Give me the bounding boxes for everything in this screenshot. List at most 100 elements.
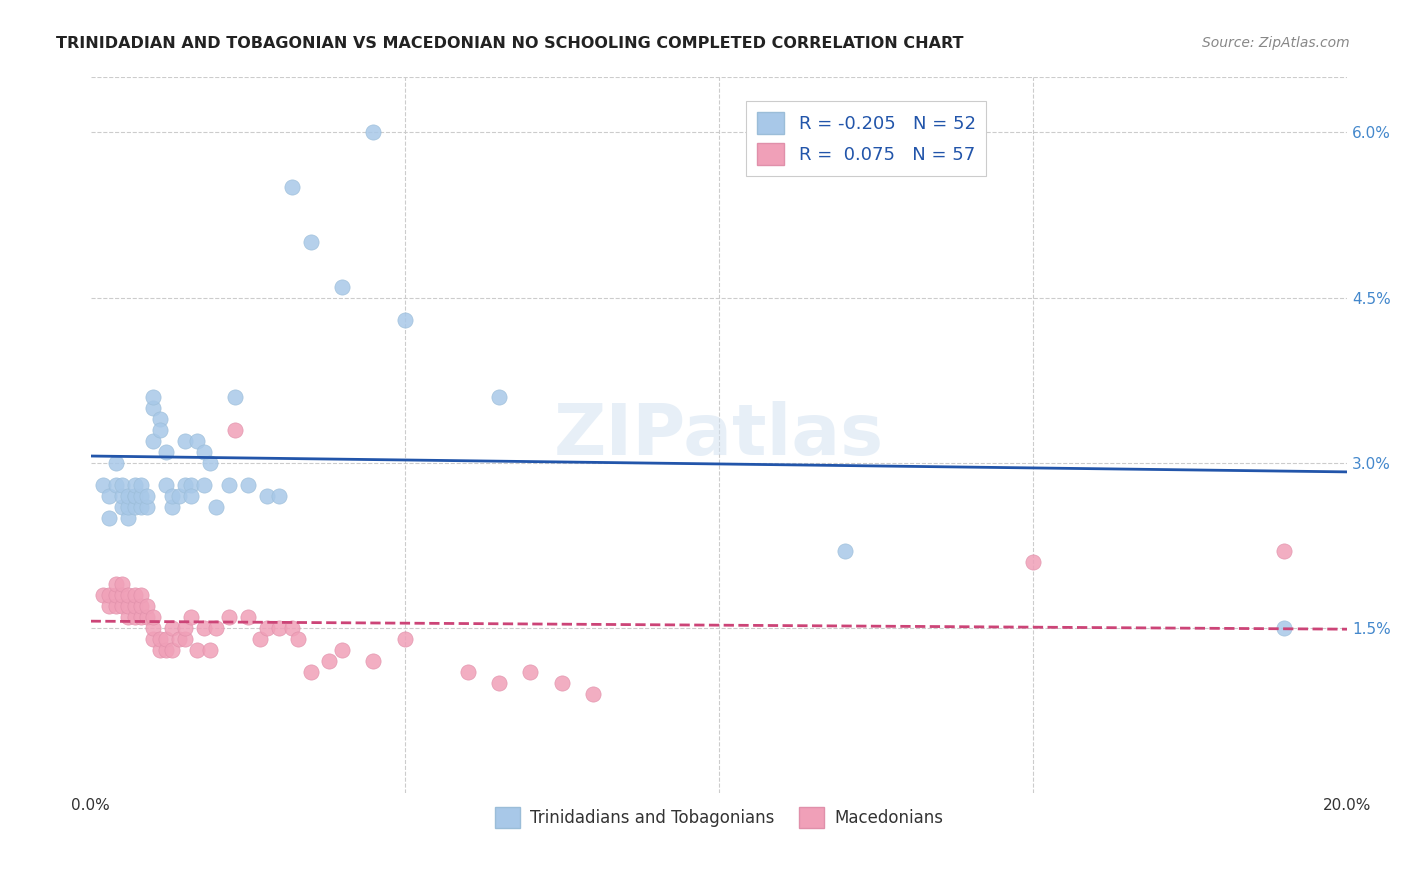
Text: Source: ZipAtlas.com: Source: ZipAtlas.com	[1202, 36, 1350, 50]
Point	[488, 675, 510, 690]
Point	[149, 632, 172, 646]
Point	[363, 654, 385, 668]
Point	[193, 444, 215, 458]
Point	[104, 456, 127, 470]
Point	[111, 500, 134, 514]
Point	[330, 279, 353, 293]
Point	[269, 489, 291, 503]
Point	[186, 434, 208, 448]
Point	[129, 609, 152, 624]
Point	[117, 510, 139, 524]
Point	[104, 588, 127, 602]
Point	[394, 312, 416, 326]
Point	[330, 642, 353, 657]
Point	[224, 390, 246, 404]
Point	[104, 576, 127, 591]
Point	[236, 609, 259, 624]
Point	[142, 401, 165, 415]
Point	[180, 489, 202, 503]
Point	[155, 642, 177, 657]
Point	[363, 125, 385, 139]
Point	[98, 599, 121, 613]
Point	[162, 489, 184, 503]
Point	[129, 588, 152, 602]
Point	[162, 500, 184, 514]
Point	[269, 621, 291, 635]
Point	[98, 510, 121, 524]
Point	[582, 687, 605, 701]
Point	[198, 642, 221, 657]
Point	[173, 477, 195, 491]
Point	[155, 632, 177, 646]
Point	[124, 588, 146, 602]
Point	[318, 654, 340, 668]
Point	[111, 576, 134, 591]
Point	[142, 390, 165, 404]
Point	[205, 621, 228, 635]
Point	[162, 621, 184, 635]
Point	[173, 621, 195, 635]
Point	[519, 665, 541, 679]
Point	[149, 423, 172, 437]
Point	[256, 489, 278, 503]
Point	[1274, 621, 1296, 635]
Point	[299, 665, 322, 679]
Point	[180, 477, 202, 491]
Point	[117, 609, 139, 624]
Text: TRINIDADIAN AND TOBAGONIAN VS MACEDONIAN NO SCHOOLING COMPLETED CORRELATION CHAR: TRINIDADIAN AND TOBAGONIAN VS MACEDONIAN…	[56, 36, 963, 51]
Text: ZIPatlas: ZIPatlas	[554, 401, 884, 469]
Point	[142, 434, 165, 448]
Point	[224, 423, 246, 437]
Point	[117, 489, 139, 503]
Point	[193, 477, 215, 491]
Point	[98, 489, 121, 503]
Point	[155, 477, 177, 491]
Point	[193, 621, 215, 635]
Point	[167, 489, 190, 503]
Point	[551, 675, 574, 690]
Legend: Trinidadians and Tobagonians, Macedonians: Trinidadians and Tobagonians, Macedonian…	[488, 801, 950, 834]
Point	[205, 500, 228, 514]
Point	[249, 632, 271, 646]
Point	[117, 599, 139, 613]
Point	[129, 489, 152, 503]
Point	[488, 390, 510, 404]
Point	[129, 500, 152, 514]
Point	[136, 500, 159, 514]
Point	[117, 500, 139, 514]
Point	[91, 588, 114, 602]
Point	[104, 599, 127, 613]
Point	[149, 411, 172, 425]
Point	[124, 489, 146, 503]
Point	[280, 621, 302, 635]
Point	[162, 642, 184, 657]
Point	[142, 609, 165, 624]
Point	[111, 477, 134, 491]
Point	[104, 477, 127, 491]
Point	[457, 665, 479, 679]
Point	[111, 588, 134, 602]
Point	[129, 477, 152, 491]
Point	[136, 609, 159, 624]
Point	[155, 444, 177, 458]
Point	[111, 599, 134, 613]
Point	[149, 642, 172, 657]
Point	[173, 632, 195, 646]
Point	[256, 621, 278, 635]
Point	[167, 632, 190, 646]
Point	[236, 477, 259, 491]
Point	[124, 489, 146, 503]
Point	[129, 599, 152, 613]
Point	[91, 477, 114, 491]
Point	[124, 599, 146, 613]
Point	[180, 609, 202, 624]
Point	[1022, 555, 1045, 569]
Point	[124, 609, 146, 624]
Point	[394, 632, 416, 646]
Point	[124, 500, 146, 514]
Point	[198, 456, 221, 470]
Point	[218, 609, 240, 624]
Point	[98, 588, 121, 602]
Point	[173, 434, 195, 448]
Point	[218, 477, 240, 491]
